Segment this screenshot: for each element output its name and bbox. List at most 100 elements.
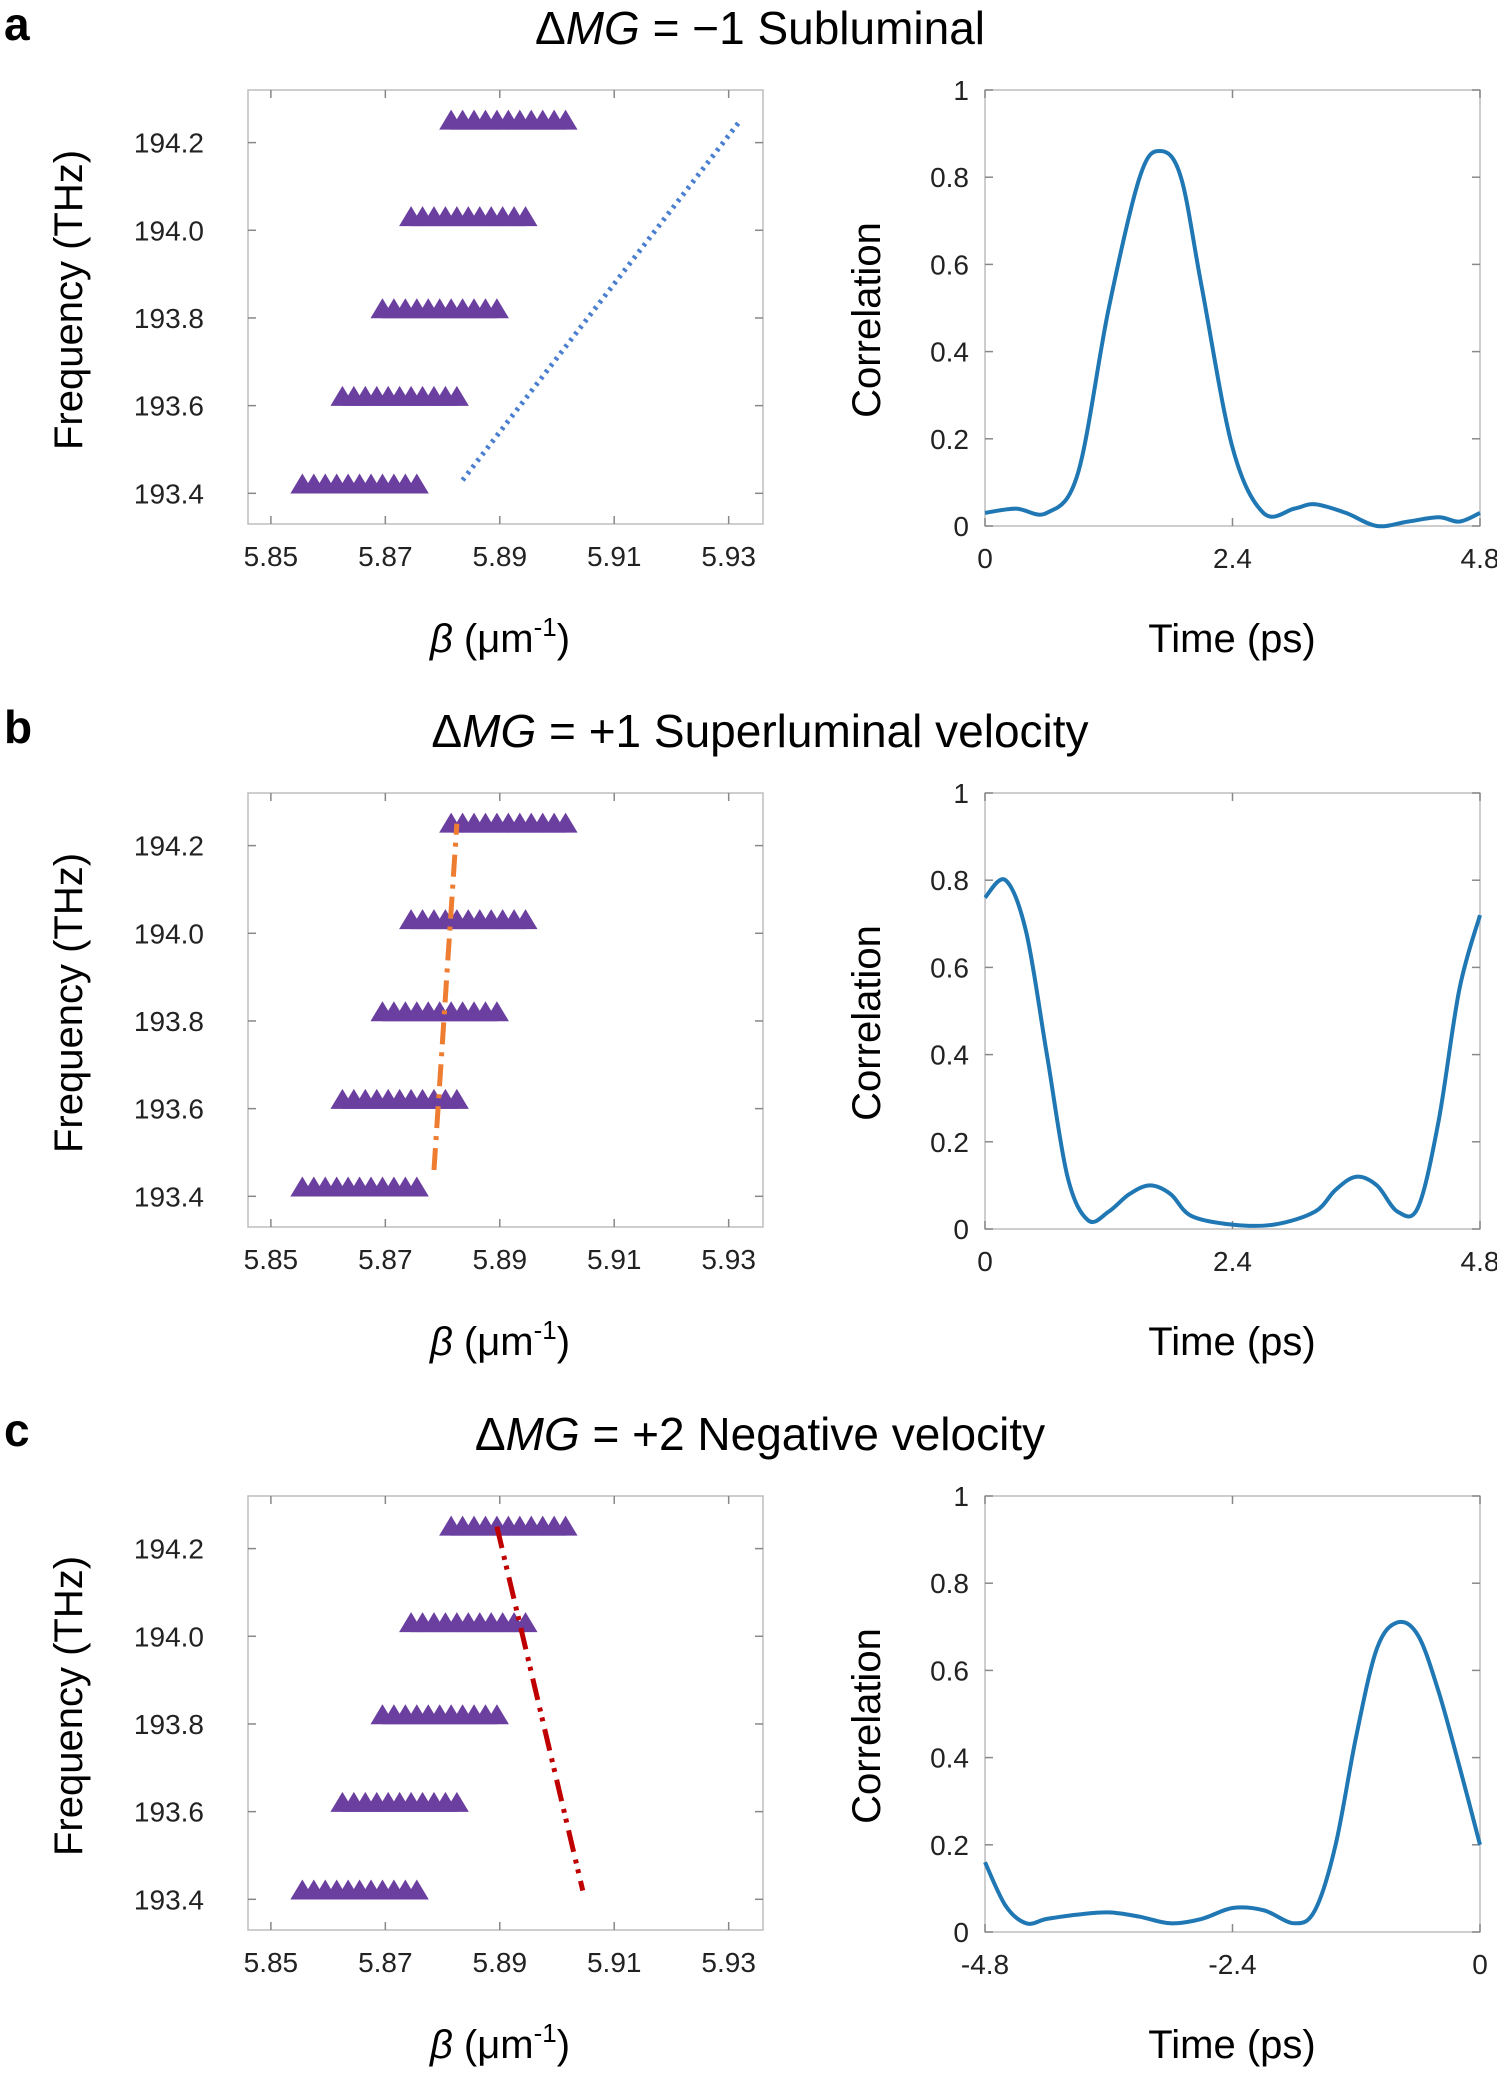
panel-title: ΔMG = −1 Subluminal	[535, 2, 985, 54]
mode-marker	[484, 1704, 509, 1725]
group-velocity-line	[494, 1526, 586, 1892]
x-tick-label: 5.89	[473, 1947, 528, 1978]
y-tick-label: 194.0	[134, 215, 204, 246]
x-tick-label: 5.93	[701, 541, 756, 572]
x-tick-label: 5.85	[244, 1244, 299, 1275]
y-tick-label: 0.4	[930, 1040, 969, 1071]
x-axis-label: Time (ps)	[1148, 617, 1315, 661]
mode-marker	[484, 1001, 509, 1022]
y-tick-label: 194.0	[134, 1621, 204, 1652]
x-tick-label: 4.8	[1461, 1246, 1497, 1277]
mode-marker	[553, 109, 578, 130]
title-rest: = +2 Negative velocity	[580, 1408, 1045, 1460]
mode-marker	[553, 812, 578, 833]
x-axis-label: Time (ps)	[1148, 1320, 1315, 1364]
y-tick-label: 0.2	[930, 1127, 969, 1158]
panel-letter: a	[4, 0, 30, 50]
group-velocity-line	[460, 119, 743, 482]
y-tick-label: 0.8	[930, 162, 969, 193]
group-velocity-line	[431, 823, 460, 1171]
y-tick-label: 0.4	[930, 1743, 969, 1774]
x-tick-label: 0	[1472, 1949, 1488, 1980]
mode-marker	[513, 206, 538, 227]
x-axis-label: β (μm-1)	[429, 612, 570, 661]
plot-frame	[247, 89, 764, 525]
plot-frame	[247, 1495, 764, 1931]
x-tick-label: 0	[977, 1246, 993, 1277]
panel-a: a ΔMG = −1 Subluminal 5.85 5.87 5.89 5.91 5.93…	[4, 0, 1497, 661]
x-tick-label: 5.91	[587, 1244, 642, 1275]
y-tick-label: 0.6	[930, 249, 969, 280]
y-tick-label: 0.4	[930, 337, 969, 368]
y-tick-label: 0.6	[930, 952, 969, 983]
y-tick-label: 193.8	[134, 1709, 204, 1740]
mode-marker	[444, 1791, 469, 1812]
plot-frame	[247, 792, 764, 1228]
plot-frame	[984, 1495, 1481, 1933]
y-tick-label: 0.8	[930, 865, 969, 896]
correlation-curve	[983, 1619, 1482, 1926]
title-rest: = −1 Subluminal	[640, 2, 985, 54]
plot-frame	[984, 792, 1481, 1230]
x-tick-label: 2.4	[1213, 1246, 1252, 1277]
y-tick-label: 194.2	[134, 831, 204, 862]
title-symbol: MG	[506, 1408, 580, 1460]
panel-letter: c	[4, 1404, 30, 1456]
x-tick-label: 5.89	[473, 541, 528, 572]
panel-title: ΔMG = +2 Negative velocity	[475, 1408, 1045, 1460]
y-tick-label: 0.2	[930, 1830, 969, 1861]
mode-marker	[513, 909, 538, 930]
panel-letter: b	[4, 701, 32, 753]
x-axis-label: β (μm-1)	[429, 1315, 570, 1364]
panel-title: ΔMG = +1 Superluminal velocity	[431, 705, 1088, 757]
mode-marker	[484, 298, 509, 319]
title-symbol: MG	[566, 2, 640, 54]
y-axis-label: Correlation	[845, 222, 889, 418]
x-tick-label: -4.8	[961, 1949, 1009, 1980]
x-tick-label: 5.87	[358, 541, 413, 572]
plot-frame	[984, 89, 1481, 527]
x-tick-label: 5.89	[473, 1244, 528, 1275]
panel-b: b ΔMG = +1 Superluminal velocity 5.85 5.87 5…	[4, 701, 1497, 1364]
x-axis-label: Time (ps)	[1148, 2023, 1315, 2067]
y-tick-label: 193.6	[134, 1797, 204, 1828]
mode-marker	[513, 1612, 538, 1633]
x-tick-label: 5.91	[587, 1947, 642, 1978]
correlation-plot: 0 2.4 4.8 0 0.2 0.4 0.6 0.8 1 Correlation Time (ps…	[845, 75, 1497, 661]
y-tick-label: 0	[953, 1917, 969, 1948]
mode-marker	[404, 1176, 429, 1197]
dispersion-plot: 5.85 5.87 5.89 5.91 5.93 193.4 193.6 193.8 194.0…	[47, 89, 764, 661]
x-tick-label: 5.85	[244, 1947, 299, 1978]
y-tick-label: 1	[953, 75, 969, 106]
x-tick-label: 5.85	[244, 541, 299, 572]
y-tick-label: 0	[953, 1214, 969, 1245]
dispersion-plot: 5.85 5.87 5.89 5.91 5.93 193.4 193.6 193.8 194.0…	[47, 792, 764, 1364]
x-tick-label: 5.87	[358, 1947, 413, 1978]
title-delta: Δ	[475, 1408, 506, 1460]
y-tick-label: 194.0	[134, 918, 204, 949]
y-axis-label: Frequency (THz)	[47, 853, 91, 1153]
title-delta: Δ	[431, 705, 462, 757]
y-tick-label: 193.6	[134, 1094, 204, 1125]
y-axis-label: Correlation	[845, 1628, 889, 1824]
mode-marker	[404, 473, 429, 494]
y-tick-label: 193.4	[134, 1884, 204, 1915]
y-axis-label: Frequency (THz)	[47, 1556, 91, 1856]
y-tick-label: 193.8	[134, 1006, 204, 1037]
y-tick-label: 193.4	[134, 478, 204, 509]
correlation-plot: -4.8 -2.4 0 0 0.2 0.4 0.6 0.8 1 Correlation Time (…	[845, 1481, 1488, 2067]
x-tick-label: -2.4	[1208, 1949, 1256, 1980]
y-tick-label: 0.2	[930, 424, 969, 455]
y-tick-label: 193.6	[134, 391, 204, 422]
dispersion-plot: 5.85 5.87 5.89 5.91 5.93 193.4 193.6 193.8 194.0…	[47, 1495, 764, 2067]
title-delta: Δ	[535, 2, 566, 54]
x-tick-label: 5.93	[701, 1947, 756, 1978]
x-tick-label: 4.8	[1461, 543, 1497, 574]
x-tick-label: 5.87	[358, 1244, 413, 1275]
y-tick-label: 0	[953, 511, 969, 542]
mode-marker	[404, 1879, 429, 1900]
x-tick-label: 5.91	[587, 541, 642, 572]
x-tick-label: 5.93	[701, 1244, 756, 1275]
mode-marker	[553, 1515, 578, 1536]
